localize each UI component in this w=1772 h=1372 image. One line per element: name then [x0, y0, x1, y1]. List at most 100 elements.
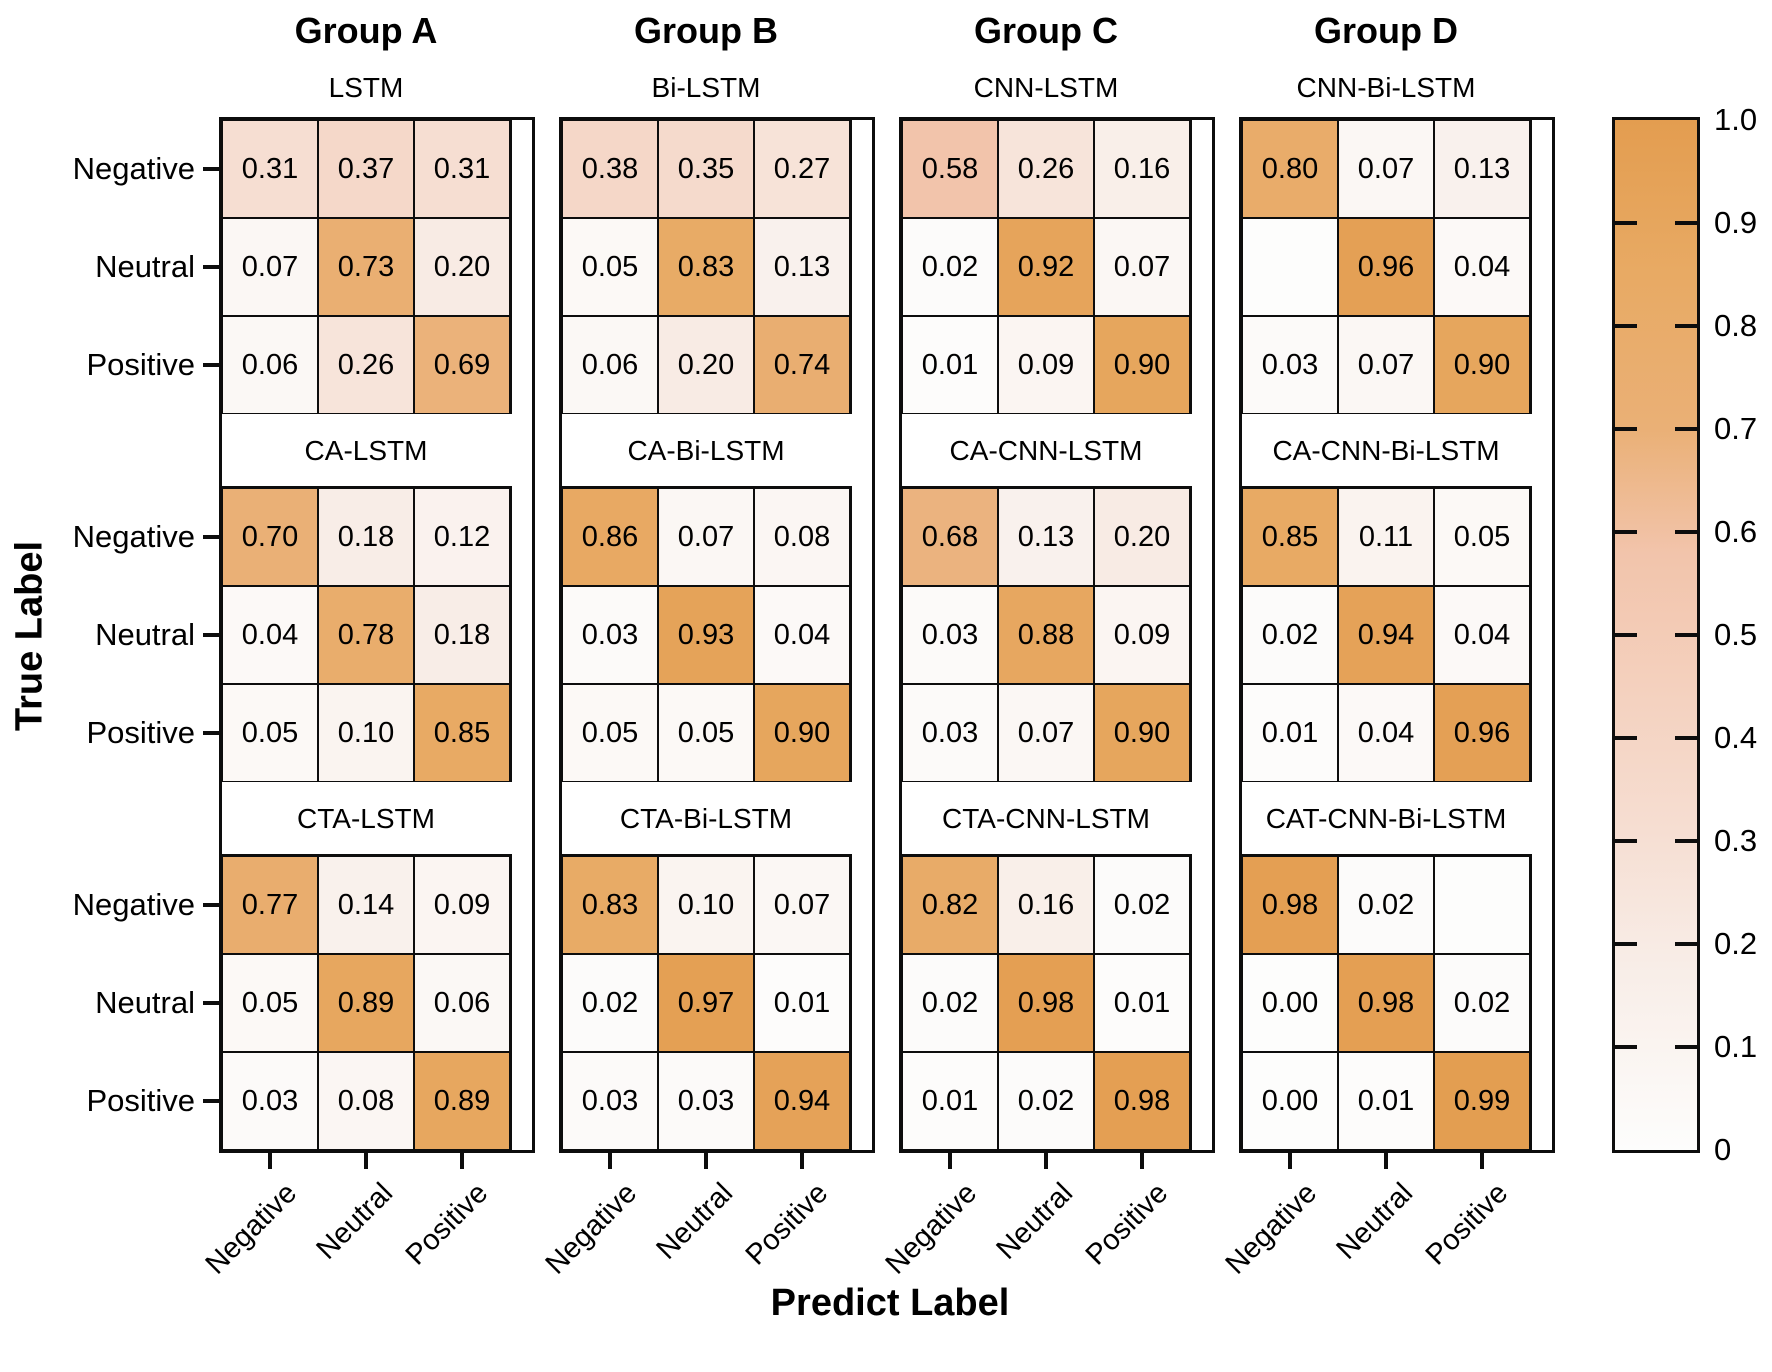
x-tick-label: Neutral	[1329, 1177, 1419, 1266]
matrix-cell: 0.11	[1338, 488, 1434, 586]
x-tick-label: Negative	[539, 1177, 643, 1281]
matrix-cell: 0.18	[414, 586, 510, 684]
colorbar-tick-mark	[1615, 221, 1637, 225]
y-tick-mark	[203, 535, 219, 539]
matrix-cell: 0.00	[1242, 954, 1338, 1052]
confusion-matrix: 0.85 0.11 0.05 0.02 0.94 0.04 0.01 0.04 0.96	[1240, 486, 1532, 784]
matrix-cell: 0.31	[222, 120, 318, 218]
matrix-cell: 0.10	[318, 684, 414, 782]
colorbar-tick-mark	[1675, 1045, 1697, 1049]
confusion-matrix: 0.77 0.14 0.09 0.05 0.89 0.06 0.03 0.08 0.89	[220, 854, 512, 1152]
matrix-cell: 0.69	[414, 316, 510, 414]
x-tick-label: Negative	[879, 1177, 983, 1281]
group-header: Group B	[634, 10, 778, 51]
matrix-cell: 0.13	[998, 488, 1094, 586]
confusion-matrix: 0.83 0.10 0.07 0.02 0.97 0.01 0.03 0.03 0.94	[560, 854, 852, 1152]
x-tick-mark	[608, 1153, 612, 1169]
matrix-cell: 0.03	[902, 684, 998, 782]
confusion-matrix: 0.31 0.37 0.31 0.07 0.73 0.20 0.06 0.26 0.69	[220, 118, 512, 416]
matrix-cell: 0.04	[1434, 586, 1530, 684]
matrix-cell: 0.02	[1338, 856, 1434, 954]
group-column: 0.58 0.26 0.16 0.02 0.92 0.07 0.01 0.09 0.90 CA-…	[899, 117, 1215, 1153]
group-header: Group C	[974, 10, 1118, 51]
y-tick-mark	[203, 633, 219, 637]
model-title: CTA-Bi-LSTM	[619, 803, 793, 834]
matrix-cell	[1242, 218, 1338, 316]
confusion-matrix: 0.68 0.13 0.20 0.03 0.88 0.09 0.03 0.07 0.90	[900, 486, 1192, 784]
matrix-cell: 0.01	[1094, 954, 1190, 1052]
model-title: CTA-LSTM	[297, 803, 435, 834]
matrix-cell: 0.16	[1094, 120, 1190, 218]
colorbar-tick-label: 0	[1714, 1132, 1732, 1167]
matrix-cell: 0.78	[318, 586, 414, 684]
matrix-cell: 0.89	[414, 1052, 510, 1150]
x-tick-label: Neutral	[989, 1177, 1079, 1266]
model-title-band: CTA-LSTM	[222, 782, 532, 856]
group-header: Group A	[294, 10, 438, 51]
model-title-band: CA-CNN-LSTM	[902, 414, 1212, 488]
x-tick-label: Neutral	[649, 1177, 739, 1266]
matrix-cell: 0.02	[562, 954, 658, 1052]
matrix-cell: 0.92	[998, 218, 1094, 316]
matrix-cell: 0.03	[902, 586, 998, 684]
matrix-cell: 0.96	[1434, 684, 1530, 782]
matrix-cell: 0.05	[1434, 488, 1530, 586]
matrix-cell: 0.05	[222, 954, 318, 1052]
group-column: 0.38 0.35 0.27 0.05 0.83 0.13 0.06 0.20 0.74 CA-…	[559, 117, 875, 1153]
colorbar-tick-mark	[1675, 530, 1697, 534]
matrix-cell: 0.20	[1094, 488, 1190, 586]
model-title: Bi-LSTM	[651, 72, 761, 103]
colorbar-tick-mark	[1615, 324, 1637, 328]
matrix-cell: 0.03	[658, 1052, 754, 1150]
matrix-cell: 0.03	[1242, 316, 1338, 414]
matrix-cell: 0.90	[1094, 684, 1190, 782]
matrix-cell: 0.90	[1094, 316, 1190, 414]
x-tick-label: Positive	[1420, 1177, 1515, 1272]
matrix-cell: 0.02	[902, 218, 998, 316]
model-title: CAT-CNN-Bi-LSTM	[1265, 803, 1507, 834]
matrix-cell: 0.26	[318, 316, 414, 414]
x-tick-label: Positive	[1080, 1177, 1175, 1272]
x-tick-label: Negative	[1219, 1177, 1323, 1281]
y-tick-label: Negative	[72, 151, 195, 186]
matrix-cell: 0.89	[318, 954, 414, 1052]
matrix-cell: 0.94	[754, 1052, 850, 1150]
matrix-cell: 0.16	[998, 856, 1094, 954]
model-title: LSTM	[328, 72, 404, 103]
matrix-cell: 0.09	[998, 316, 1094, 414]
x-tick-label: Positive	[740, 1177, 835, 1272]
y-tick-label: Negative	[72, 887, 195, 922]
colorbar-tick-mark	[1615, 736, 1637, 740]
matrix-cell: 0.35	[658, 120, 754, 218]
model-title-band: CAT-CNN-Bi-LSTM	[1242, 782, 1552, 856]
colorbar-tick-mark	[1675, 942, 1697, 946]
matrix-cell: 0.05	[562, 684, 658, 782]
matrix-cell: 0.90	[1434, 316, 1530, 414]
colorbar-tick-mark	[1675, 839, 1697, 843]
group-column: 0.80 0.07 0.13 0.96 0.04 0.03 0.07 0.90 CA-CNN-…	[1239, 117, 1555, 1153]
y-tick-mark	[203, 1001, 219, 1005]
colorbar-tick-mark	[1675, 736, 1697, 740]
x-tick-mark	[1288, 1153, 1292, 1169]
matrix-cell: 0.04	[1434, 218, 1530, 316]
matrix-cell: 0.94	[1338, 586, 1434, 684]
matrix-cell: 0.80	[1242, 120, 1338, 218]
confusion-matrix: 0.98 0.02 0.00 0.98 0.02 0.00 0.01 0.99	[1240, 854, 1532, 1152]
matrix-cell: 0.03	[222, 1052, 318, 1150]
y-tick-label: Positive	[86, 715, 195, 750]
confusion-matrix: 0.80 0.07 0.13 0.96 0.04 0.03 0.07 0.90	[1240, 118, 1532, 416]
colorbar-tick-mark	[1615, 1045, 1637, 1049]
confusion-matrix: 0.82 0.16 0.02 0.02 0.98 0.01 0.01 0.02 0.98	[900, 854, 1192, 1152]
matrix-cell: 0.05	[222, 684, 318, 782]
matrix-cell: 0.98	[1094, 1052, 1190, 1150]
y-tick-mark	[203, 265, 219, 269]
matrix-cell: 0.26	[998, 120, 1094, 218]
model-title: CA-LSTM	[304, 435, 428, 466]
confusion-matrix: 0.86 0.07 0.08 0.03 0.93 0.04 0.05 0.05 0.90	[560, 486, 852, 784]
matrix-cell: 0.18	[318, 488, 414, 586]
model-title: CNN-Bi-LSTM	[1296, 72, 1476, 103]
matrix-cell: 0.00	[1242, 1052, 1338, 1150]
matrix-cell: 0.02	[998, 1052, 1094, 1150]
matrix-cell: 0.06	[562, 316, 658, 414]
